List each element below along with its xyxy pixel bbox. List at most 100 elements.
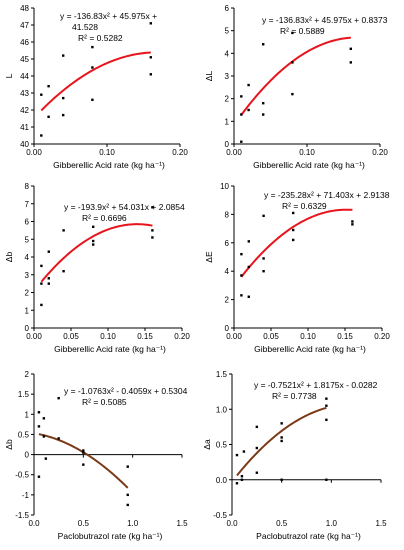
x-tick-label: 0.20 [172,148,188,157]
data-point [82,449,85,452]
r-squared: R² = 0.5889 [280,26,325,36]
x-tick-label: 0.15 [137,332,153,341]
data-point [40,303,43,307]
regression-equation: y = -136.83x² + 45.975x + 0.8373 [262,15,388,25]
data-point [262,214,265,218]
data-point [247,240,250,243]
y-tick-label: 0 [225,324,230,333]
x-axis-label: Paclobutrazol rate (kg ha⁻¹) [58,531,163,541]
y-tick-label: 5 [225,27,230,36]
y-tick-label: 4 [25,253,30,262]
y-tick-label: 2 [25,289,30,298]
data-point [255,446,259,450]
y-tick-label: 0.5 [18,430,30,439]
fit-curve [38,433,129,489]
y-tick-label: 43 [20,89,29,98]
x-tick-label: 0.00 [226,332,242,341]
r-squared: R² = 0.6696 [82,213,127,223]
x-tick-label: 0.00 [26,332,42,341]
data-point [44,457,48,460]
panel-1: 40 41 42 43 44 45 46 47 48 0.00 0.10 0.20 Gibberelli… [4,4,188,170]
data-point [349,61,352,64]
data-point [47,85,50,88]
data-point [240,274,243,277]
data-point [149,22,152,25]
y-tick-label: 40 [20,140,29,149]
x-tick-label: 0.0 [28,519,40,528]
data-point [325,397,328,400]
data-point [40,134,43,137]
y-axis-label: L [4,73,14,78]
data-point [62,96,65,100]
data-point [40,93,43,96]
fit-curve [240,208,353,278]
r-squared: R² = 0.5085 [82,397,127,407]
panel-2: 0 1 2 3 4 5 6 0.00 0.10 0.20 Gibberellic Acid rate… [204,4,388,170]
y-tick-label: 46 [20,38,29,47]
y-axis-label: ΔL [204,71,214,82]
regression-equation: y = -1.0763x² - 0.4059x + 0.5304 [64,386,188,396]
data-point [126,465,129,468]
y-tick-label: 4 [225,49,230,58]
data-point [57,396,60,400]
data-point [235,482,239,485]
data-point [240,140,243,143]
data-point [292,238,295,242]
r-squared: R² = 0.6329 [282,201,327,211]
y-tick-label: 42 [20,106,29,115]
data-point [92,225,95,229]
y-tick-label: 0.5 [216,441,228,450]
y-tick-label: 6 [225,4,230,13]
data-point [262,257,265,260]
data-point [151,206,154,209]
panel-3: 0 1 2 3 4 5 6 7 8 0.00 0.05 0.10 0.15 0.20 Gibberellic… [4,182,190,354]
data-point [325,478,328,481]
regression-equation: y = -235.28x² + 71.403x + 2.9138 [264,190,390,200]
y-tick-label: 41 [20,123,29,132]
y-tick-label: 2 [225,296,230,305]
r-squared: R² = 0.5282 [78,33,123,43]
y-tick-label: 10 [220,182,229,191]
data-point [325,418,328,422]
y-axis-label: Δb [4,252,14,263]
y-tick-label: -0.5 [15,471,29,480]
x-tick-label: 1.5 [176,519,188,528]
x-tick-label: 1.0 [127,519,139,528]
data-point [351,223,354,226]
x-axis-label: Gibberellic Acid rate (kg ha⁻¹) [54,344,166,354]
y-tick-label: 5 [25,235,30,244]
data-point [47,115,50,118]
y-tick-label: 0 [225,140,230,149]
data-point [242,450,246,453]
data-point [47,277,50,280]
data-point [62,229,65,232]
y-tick-label: 3 [25,271,30,280]
data-point [37,425,41,428]
y-tick-label: -1.5 [15,511,29,520]
x-tick-label: 0.10 [99,148,115,157]
x-tick-label: 0.5 [78,519,90,528]
regression-equation: 41.528 [72,22,98,32]
data-point [40,282,43,285]
data-point [280,478,283,481]
y-axis-label: Δa [202,439,212,450]
x-tick-label: 1.5 [375,519,387,528]
data-point [91,98,94,101]
y-tick-label: 0.0 [216,476,228,485]
data-point [291,31,294,35]
data-point [92,243,95,246]
x-tick-label: 0.05 [63,332,79,341]
data-point [47,282,50,285]
data-point [262,102,265,105]
data-point [240,252,243,256]
data-point [62,270,65,273]
data-point [57,437,60,440]
data-point [291,92,294,96]
data-point [149,73,152,76]
data-point [235,453,239,457]
data-point [126,503,129,507]
data-point [240,475,244,478]
x-tick-label: 0.5 [276,519,288,528]
data-point [42,417,46,420]
